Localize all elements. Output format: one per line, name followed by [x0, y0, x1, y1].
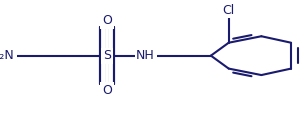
Text: NH: NH	[136, 49, 155, 62]
Text: S: S	[103, 49, 111, 62]
Text: H₂N: H₂N	[0, 49, 15, 62]
Text: O: O	[102, 14, 112, 27]
Text: O: O	[102, 84, 112, 97]
Text: Cl: Cl	[223, 4, 235, 17]
